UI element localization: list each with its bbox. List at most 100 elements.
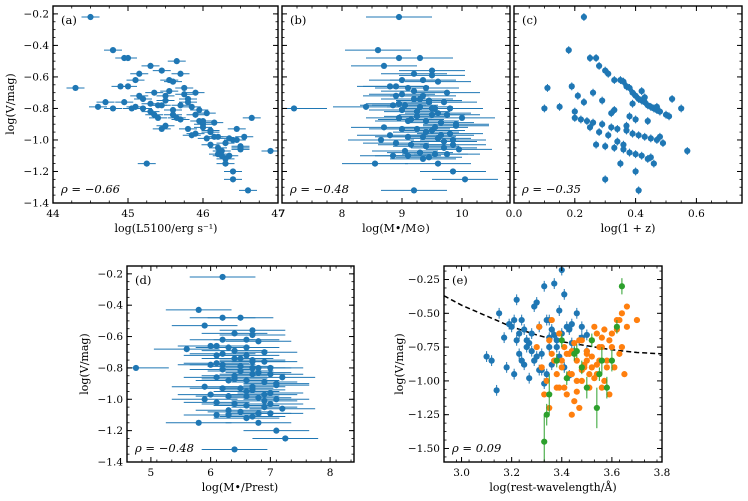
data-point bbox=[127, 364, 169, 372]
data-point bbox=[249, 374, 316, 381]
marker-sample bbox=[446, 130, 454, 137]
marker-sample bbox=[431, 124, 439, 131]
data-point bbox=[390, 133, 456, 140]
marker-sample bbox=[196, 106, 203, 114]
marker-sample bbox=[638, 88, 645, 95]
marker-blue bbox=[513, 337, 520, 344]
marker-sample bbox=[589, 89, 597, 96]
marker-orange bbox=[548, 350, 555, 357]
data-point bbox=[602, 175, 609, 184]
marker-sample bbox=[183, 346, 190, 353]
marker-sample bbox=[455, 146, 463, 153]
data-point bbox=[372, 147, 438, 155]
data-point bbox=[190, 106, 209, 114]
data-point bbox=[601, 326, 608, 333]
data-point bbox=[213, 388, 280, 395]
data-point bbox=[219, 327, 286, 334]
marker-sample bbox=[684, 147, 691, 155]
marker-orange bbox=[623, 303, 631, 310]
marker-sample bbox=[173, 58, 180, 65]
marker-sample bbox=[243, 336, 250, 343]
marker-sample bbox=[290, 105, 298, 112]
marker-sample bbox=[614, 138, 621, 145]
data-point bbox=[224, 176, 242, 183]
marker-orange bbox=[633, 316, 641, 324]
marker-green bbox=[563, 375, 570, 382]
marker-sample bbox=[124, 83, 132, 90]
data-point bbox=[122, 105, 141, 112]
data-point bbox=[182, 132, 201, 139]
data-point bbox=[207, 385, 274, 392]
y-tick-label: −1.2 bbox=[24, 166, 50, 178]
marker-sample bbox=[592, 141, 600, 148]
plot-area-d bbox=[127, 273, 319, 453]
x-tick-label: 0.2 bbox=[566, 208, 583, 220]
marker-sample bbox=[565, 47, 572, 54]
marker-sample bbox=[177, 102, 184, 109]
marker-blue bbox=[548, 326, 555, 333]
marker-orange bbox=[603, 364, 610, 371]
data-point bbox=[156, 97, 175, 104]
marker-sample bbox=[428, 105, 436, 112]
marker-orange bbox=[546, 337, 553, 344]
data-point bbox=[402, 124, 468, 131]
marker-sample bbox=[154, 114, 162, 121]
marker-sample bbox=[237, 146, 244, 153]
data-point bbox=[171, 70, 190, 77]
data-point bbox=[201, 446, 268, 453]
data-point bbox=[219, 331, 286, 339]
marker-blue bbox=[541, 283, 548, 290]
marker-green bbox=[593, 404, 600, 412]
data-point bbox=[653, 102, 660, 111]
marker-sample bbox=[392, 140, 400, 147]
x-axis-label: log(M•/M⊙) bbox=[362, 222, 430, 235]
marker-sample bbox=[437, 119, 445, 126]
marker-sample bbox=[461, 176, 469, 183]
marker-sample bbox=[158, 67, 165, 74]
marker-sample bbox=[255, 419, 262, 426]
marker-sample bbox=[632, 168, 639, 175]
data-point bbox=[333, 103, 399, 110]
marker-sample bbox=[380, 62, 388, 69]
data-point bbox=[183, 342, 250, 350]
marker-orange bbox=[621, 371, 628, 378]
x-tick-label: 0.6 bbox=[688, 208, 705, 220]
x-axis-label: log(1 + z) bbox=[601, 222, 656, 235]
marker-sample bbox=[620, 141, 627, 148]
data-point bbox=[231, 146, 250, 153]
data-point bbox=[363, 140, 429, 147]
marker-sample bbox=[132, 364, 140, 372]
data-point bbox=[626, 148, 633, 157]
x-axis-label: log(M•/Prest) bbox=[202, 481, 278, 494]
marker-orange bbox=[598, 334, 605, 341]
y-tick-label: −0.75 bbox=[408, 342, 440, 354]
marker-sample bbox=[629, 130, 636, 137]
marker-sample bbox=[428, 67, 436, 74]
data-point bbox=[589, 118, 597, 127]
marker-sample bbox=[237, 367, 244, 375]
marker-sample bbox=[650, 160, 657, 167]
data-point bbox=[548, 316, 555, 324]
marker-blue bbox=[488, 357, 495, 364]
marker-sample bbox=[395, 100, 403, 107]
data-point bbox=[586, 371, 593, 378]
data-point bbox=[243, 427, 310, 434]
marker-blue bbox=[543, 371, 550, 378]
marker-sample bbox=[620, 146, 627, 153]
y-tick-label: −1.0 bbox=[98, 394, 124, 406]
data-point bbox=[589, 88, 597, 97]
data-point bbox=[160, 88, 179, 95]
data-point bbox=[96, 99, 115, 106]
data-point bbox=[541, 104, 548, 113]
data-point bbox=[381, 88, 447, 95]
marker-orange bbox=[571, 398, 578, 405]
marker-sample bbox=[229, 168, 237, 175]
y-axis-label: log(V/mag) bbox=[78, 333, 91, 394]
marker-blue bbox=[503, 364, 510, 371]
marker-orange bbox=[538, 364, 545, 371]
data-point bbox=[393, 84, 459, 92]
marker-green bbox=[596, 371, 603, 378]
data-point bbox=[573, 357, 580, 364]
marker-blue bbox=[516, 330, 523, 337]
data-point bbox=[119, 54, 137, 62]
